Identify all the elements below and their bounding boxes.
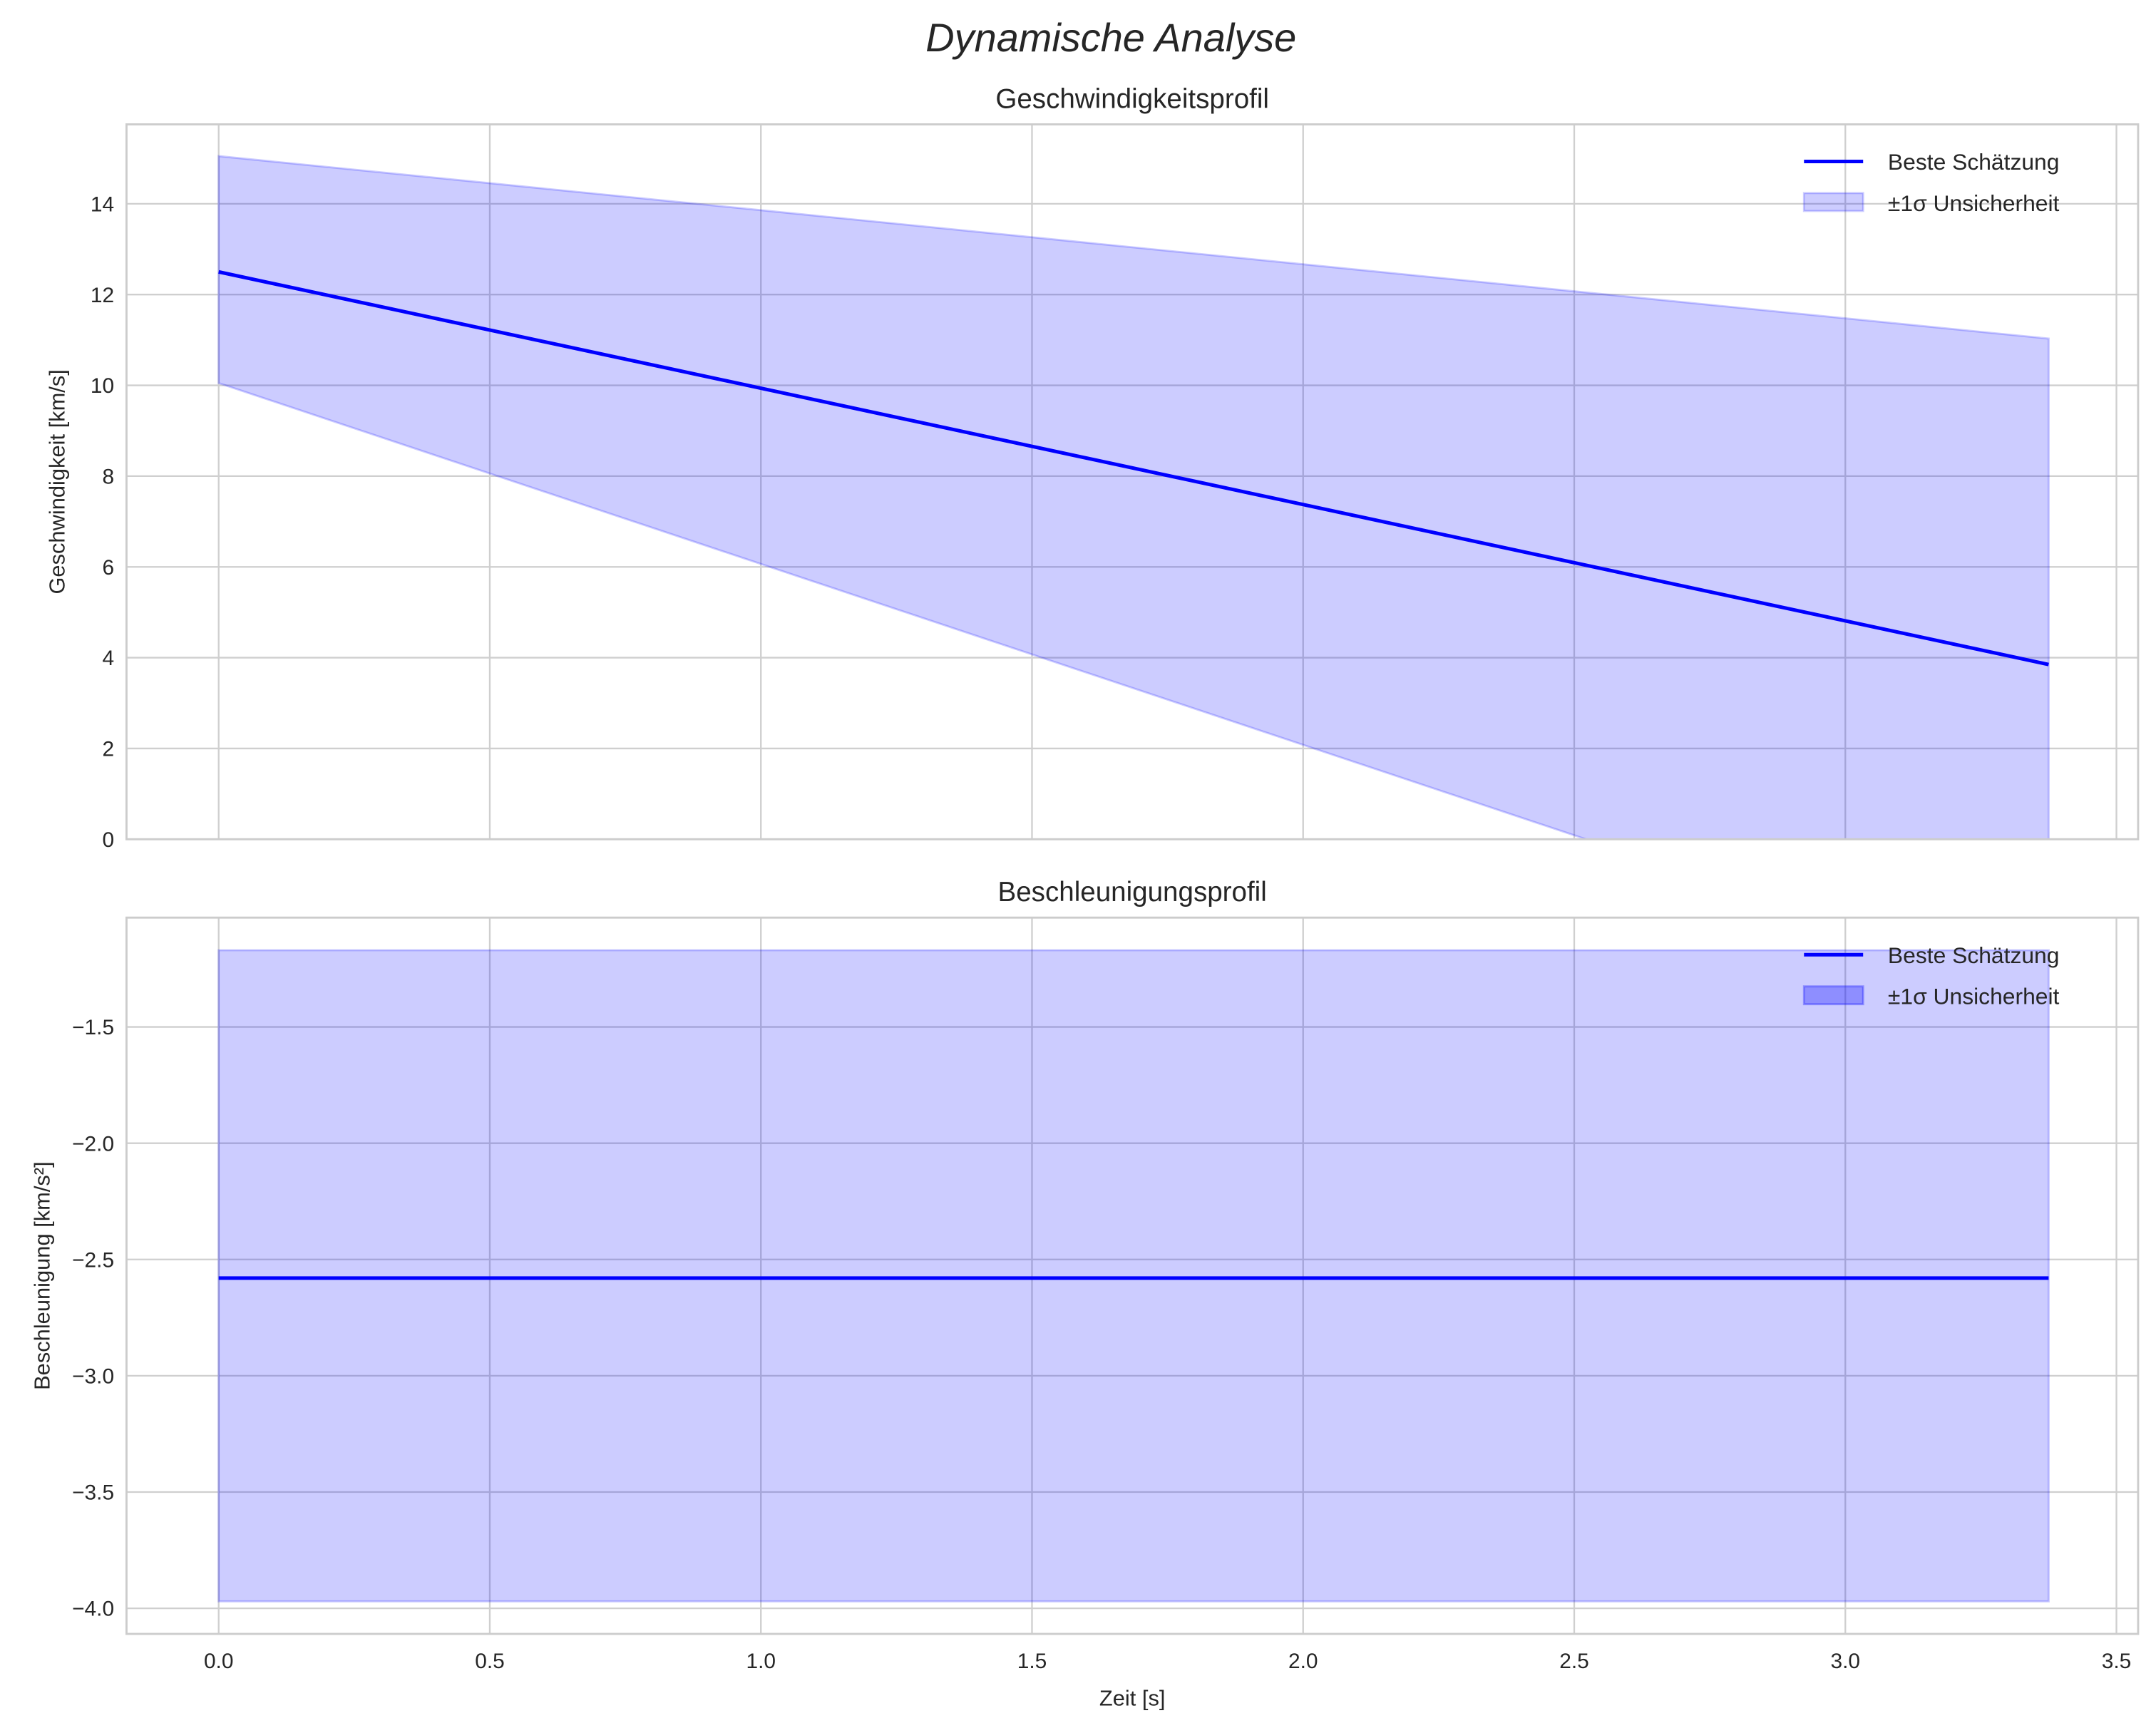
axes-frame [125,916,2140,1635]
y-tick-label: −3.0 [72,1364,114,1388]
axes-frame [125,123,2140,840]
x-tick-label: 0.5 [475,1650,505,1673]
x-tick-label: 1.0 [746,1650,776,1673]
velocity-axes: 0 2 4 6 8 10 12 14 Geschwindigkeitsprofil Geschwi… [45,83,2140,852]
x-tick-label: 3.5 [2102,1650,2132,1673]
y-axis-label: Geschwindigkeit [km/s] [45,369,70,594]
y-tick-label: 0 [102,828,114,852]
x-tick-label: 3.0 [1830,1650,1860,1673]
y-tick-label: −2.5 [72,1248,114,1272]
acceleration-axes: 0.0 0.5 1.0 1.5 2.0 2.5 3.0 3.5 −4.0 −3.5 −3.0 −2.5… [29,877,2140,1710]
legend-label: ±1σ Unsicherheit [1888,190,2060,216]
legend-label: Beste Schätzung [1888,149,2060,175]
x-tick-label: 0.0 [204,1650,234,1673]
y-tick-label: 6 [102,556,114,580]
uncertainty-band [217,949,2050,1603]
y-axis-label: Beschleunigung [km/s²] [29,1161,54,1390]
figure-suptitle: Dynamische Analyse [925,15,1296,60]
y-tick-label: 4 [102,647,114,670]
best-estimate-line [218,269,2049,667]
legend: Beste Schätzung ±1σ Unsicherheit [1802,942,2060,1009]
x-axis-label: Zeit [s] [1099,1685,1166,1710]
y-tick-label: −2.0 [72,1132,114,1156]
y-tick-label: 14 [91,192,114,216]
axes-title: Beschleunigungsprofil [998,877,1267,907]
legend-label: ±1σ Unsicherheit [1888,984,2060,1009]
y-tick-label: 2 [102,738,114,761]
axes-title: Geschwindigkeitsprofil [995,83,1269,114]
y-tick-label: −4.0 [72,1598,114,1621]
plot-area [217,949,2050,1603]
y-tick-label: 10 [91,374,114,398]
x-tick-label: 2.0 [1288,1650,1318,1673]
plot-area [217,155,2050,840]
y-tick-label: −1.5 [72,1016,114,1039]
legend-band-swatch [1802,985,1864,1006]
legend-label: Beste Schätzung [1888,942,2060,968]
legend: Beste Schätzung ±1σ Unsicherheit [1802,149,2060,216]
x-tick-label: 1.5 [1017,1650,1047,1673]
y-tick-label: 12 [91,284,114,307]
legend-band-swatch [1802,192,1864,212]
x-tick-label: 2.5 [1559,1650,1589,1673]
uncertainty-band [217,155,2050,840]
y-tick-label: −3.5 [72,1481,114,1505]
y-tick-label: 8 [102,466,114,489]
